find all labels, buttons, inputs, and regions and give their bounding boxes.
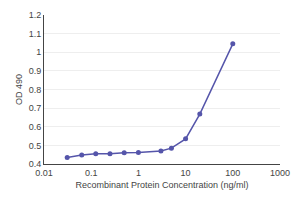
svg-text:0.7: 0.7 — [29, 103, 42, 113]
svg-text:0.5: 0.5 — [29, 141, 42, 151]
svg-text:10: 10 — [181, 168, 191, 178]
svg-text:1000: 1000 — [270, 168, 290, 178]
svg-text:0.4: 0.4 — [29, 159, 42, 169]
svg-text:OD 490: OD 490 — [14, 74, 24, 105]
svg-text:100: 100 — [225, 168, 240, 178]
svg-text:0.9: 0.9 — [29, 66, 42, 76]
svg-text:1: 1 — [36, 47, 41, 57]
svg-text:1.2: 1.2 — [29, 10, 42, 20]
svg-text:1: 1 — [136, 168, 141, 178]
svg-text:0.01: 0.01 — [35, 168, 53, 178]
svg-text:1.1: 1.1 — [29, 29, 42, 39]
svg-text:0.1: 0.1 — [85, 168, 98, 178]
svg-text:0.6: 0.6 — [29, 122, 42, 132]
svg-text:Recombinant Protein Concentrat: Recombinant Protein Concentration (ng/ml… — [75, 180, 248, 190]
svg-text:0.8: 0.8 — [29, 85, 42, 95]
